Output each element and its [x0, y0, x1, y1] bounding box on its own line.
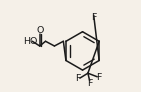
Text: F: F — [87, 79, 92, 88]
Text: HO: HO — [23, 37, 38, 46]
Text: O: O — [36, 26, 44, 35]
Text: F: F — [91, 13, 97, 22]
Text: F: F — [76, 74, 81, 83]
Text: F: F — [96, 73, 102, 82]
